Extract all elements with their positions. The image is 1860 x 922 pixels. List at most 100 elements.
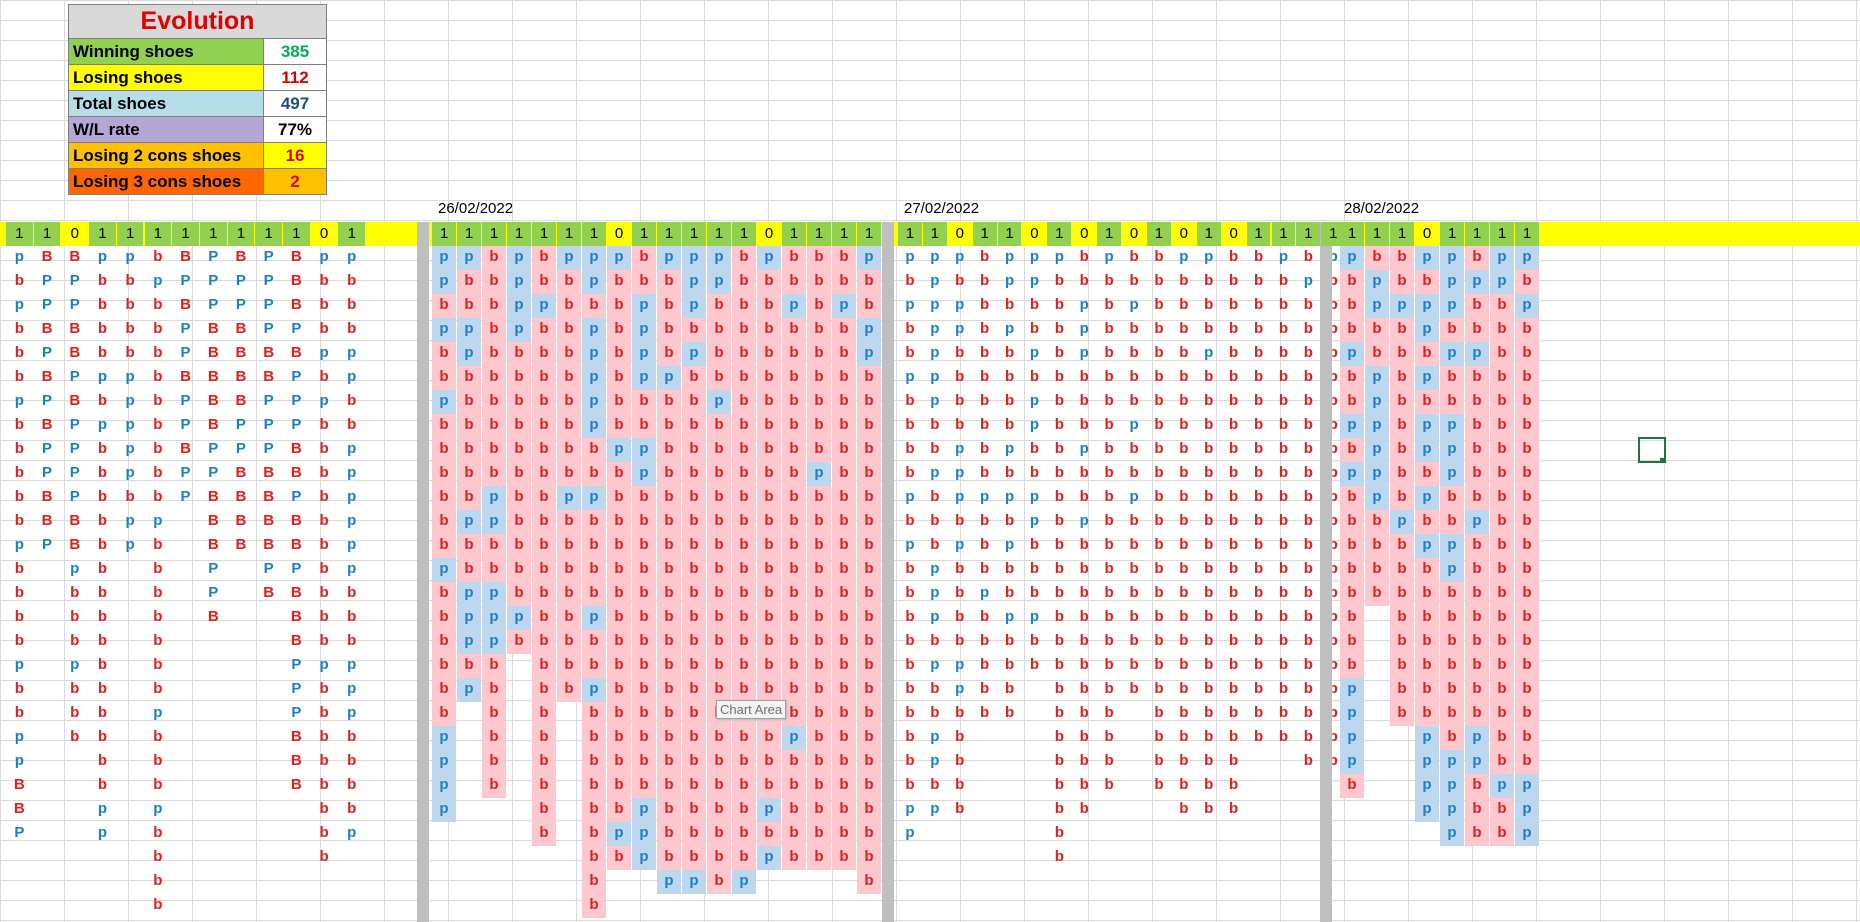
header-cell-d26-1[interactable]: 1 xyxy=(457,222,481,246)
result-cell[interactable]: b xyxy=(1390,270,1414,294)
result-cell[interactable]: b xyxy=(732,726,756,750)
result-cell[interactable]: B xyxy=(207,392,219,409)
result-cell[interactable]: b xyxy=(1415,582,1439,606)
result-cell[interactable]: b xyxy=(1515,462,1539,486)
result-cell[interactable]: b xyxy=(1465,630,1489,654)
result-cell[interactable]: b xyxy=(980,320,990,337)
result-cell[interactable]: b xyxy=(1440,366,1464,390)
result-cell[interactable]: b xyxy=(1179,752,1189,769)
result-cell[interactable]: p xyxy=(1440,534,1464,558)
result-cell[interactable]: p xyxy=(14,248,24,265)
result-cell[interactable]: b xyxy=(1340,774,1364,798)
result-cell[interactable]: b xyxy=(532,654,556,678)
result-cell[interactable]: b xyxy=(1515,630,1539,654)
result-cell[interactable]: p xyxy=(153,272,163,289)
result-cell[interactable]: b xyxy=(632,534,656,558)
header-cell-d27-6[interactable]: 1 xyxy=(1047,222,1072,246)
result-cell[interactable]: b xyxy=(632,486,656,510)
result-cell[interactable]: b xyxy=(757,822,781,846)
result-cell[interactable]: b xyxy=(1253,464,1264,481)
result-cell[interactable]: b xyxy=(905,560,915,577)
result-cell[interactable]: b xyxy=(1104,608,1114,625)
header-cell-d27-16[interactable]: 1 xyxy=(1296,222,1321,246)
result-cell[interactable]: b xyxy=(732,654,756,678)
result-cell[interactable]: p xyxy=(1415,534,1439,558)
result-cell[interactable]: b xyxy=(857,390,881,414)
result-cell[interactable]: b xyxy=(807,630,831,654)
result-cell[interactable]: b xyxy=(632,582,656,606)
result-cell[interactable]: b xyxy=(1390,606,1414,630)
result-cell[interactable]: p xyxy=(347,440,357,457)
result-cell[interactable]: p xyxy=(507,294,531,318)
header-cell-d28-4[interactable]: 1 xyxy=(1440,222,1464,246)
result-cell[interactable]: p xyxy=(97,248,108,265)
result-cell[interactable]: b xyxy=(1154,776,1164,793)
result-cell[interactable]: b xyxy=(732,750,756,774)
result-cell[interactable]: b xyxy=(905,272,915,289)
result-cell[interactable]: b xyxy=(905,440,915,457)
result-cell[interactable]: b xyxy=(682,462,706,486)
result-cell[interactable]: b xyxy=(832,342,856,366)
header-cell-left-0[interactable]: 1 xyxy=(6,222,33,246)
result-cell[interactable]: p xyxy=(632,294,656,318)
result-cell[interactable]: p xyxy=(14,752,24,769)
result-cell[interactable]: b xyxy=(607,654,631,678)
result-cell[interactable]: P xyxy=(208,464,219,481)
result-cell[interactable]: b xyxy=(682,630,706,654)
result-cell[interactable]: b xyxy=(807,750,831,774)
result-cell[interactable]: b xyxy=(1490,510,1514,534)
result-cell[interactable]: b xyxy=(1129,392,1139,409)
summary-label[interactable]: Losing 2 cons shoes xyxy=(68,142,264,169)
header-cell-d26-11[interactable]: 1 xyxy=(707,222,731,246)
result-cell[interactable]: b xyxy=(1253,248,1264,265)
result-cell[interactable]: b xyxy=(1054,752,1064,769)
result-cell[interactable]: b xyxy=(1154,560,1164,577)
result-cell[interactable]: b xyxy=(457,534,481,558)
result-cell[interactable]: b xyxy=(557,438,581,462)
result-cell[interactable]: b xyxy=(1104,560,1114,577)
result-cell[interactable]: P xyxy=(42,392,53,409)
result-cell[interactable]: b xyxy=(905,608,915,625)
result-cell[interactable]: p xyxy=(482,630,506,654)
header-cell-left-7[interactable]: 1 xyxy=(199,222,227,246)
result-cell[interactable]: p xyxy=(1440,462,1464,486)
result-cell[interactable]: P xyxy=(235,272,246,289)
result-cell[interactable]: b xyxy=(682,366,706,390)
result-cell[interactable]: B xyxy=(235,536,247,553)
result-cell[interactable]: b xyxy=(482,678,506,702)
result-cell[interactable]: b xyxy=(757,486,781,510)
result-cell[interactable]: p xyxy=(1440,822,1464,846)
result-cell[interactable]: b xyxy=(532,702,556,726)
result-cell[interactable]: b xyxy=(832,414,856,438)
result-cell[interactable]: b xyxy=(1029,584,1040,601)
result-cell[interactable]: b xyxy=(1303,560,1313,577)
result-cell[interactable]: b xyxy=(1129,680,1139,697)
result-cell[interactable]: b xyxy=(682,534,706,558)
result-cell[interactable]: b xyxy=(1204,584,1214,601)
result-cell[interactable]: b xyxy=(319,752,329,769)
result-cell[interactable]: b xyxy=(1515,654,1539,678)
summary-label[interactable]: Losing 3 cons shoes xyxy=(68,168,264,195)
result-cell[interactable]: b xyxy=(1365,510,1389,534)
result-cell[interactable]: b xyxy=(1154,680,1164,697)
result-cell[interactable]: b xyxy=(532,438,556,462)
result-cell[interactable]: b xyxy=(97,296,108,313)
header-cell-d27-13[interactable]: 0 xyxy=(1221,222,1246,246)
result-cell[interactable]: b xyxy=(1154,272,1164,289)
result-cell[interactable]: P xyxy=(180,464,191,481)
result-cell[interactable]: b xyxy=(857,294,881,318)
result-cell[interactable]: p xyxy=(1365,390,1389,414)
result-cell[interactable]: b xyxy=(1303,704,1313,721)
result-cell[interactable]: b xyxy=(832,702,856,726)
header-cell-d26-8[interactable]: 1 xyxy=(632,222,656,246)
result-cell[interactable]: p xyxy=(432,726,456,750)
result-cell[interactable]: b xyxy=(1465,366,1489,390)
result-cell[interactable]: b xyxy=(607,702,631,726)
result-cell[interactable]: B xyxy=(290,248,302,265)
result-cell[interactable]: b xyxy=(347,776,357,793)
result-cell[interactable]: b xyxy=(1004,632,1015,649)
result-cell[interactable]: b xyxy=(582,510,606,534)
result-cell[interactable]: b xyxy=(153,560,163,577)
result-cell[interactable]: b xyxy=(1204,272,1214,289)
result-cell[interactable]: P xyxy=(69,440,80,457)
